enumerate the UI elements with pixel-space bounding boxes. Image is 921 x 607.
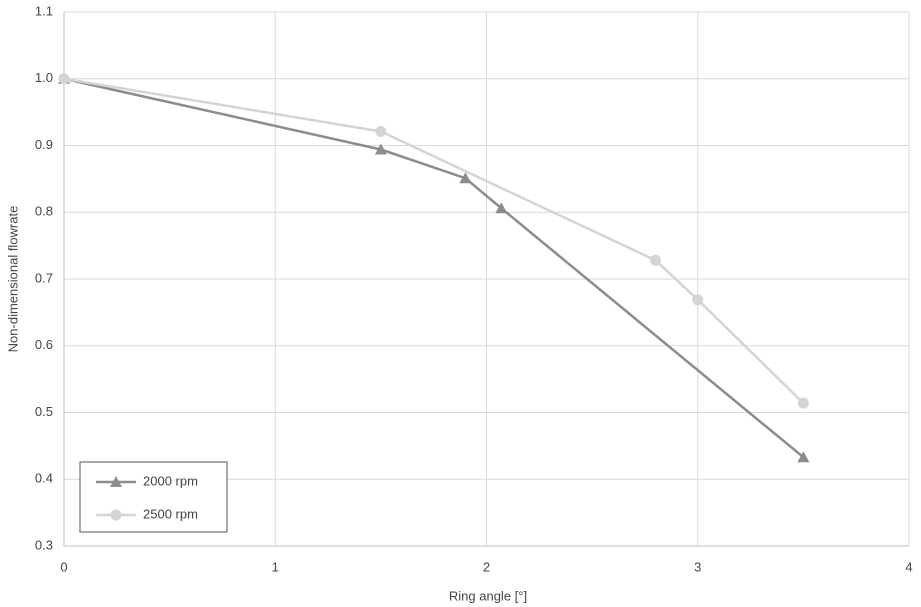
marker — [495, 202, 508, 214]
marker — [374, 143, 387, 155]
y-tick-label: 0.7 — [35, 270, 53, 285]
y-tick-label: 1.0 — [35, 70, 53, 85]
y-tick-label: 1.1 — [35, 3, 53, 18]
x-tick-label: 3 — [694, 559, 701, 574]
x-tick-label: 2 — [483, 559, 490, 574]
marker — [375, 125, 387, 137]
marker — [110, 476, 122, 487]
x-tick-label: 0 — [60, 559, 67, 574]
y-tick-label: 0.4 — [35, 471, 53, 486]
marker — [459, 172, 472, 184]
legend-label: 2500 rpm — [143, 506, 198, 521]
y-tick-label: 0.9 — [35, 137, 53, 152]
marker — [797, 451, 810, 463]
series-line — [63, 77, 805, 459]
x-tick-label: 4 — [905, 559, 912, 574]
x-axis-title: Ring angle [°] — [449, 588, 527, 603]
y-axis-title: Non-dimensional flowrate — [5, 206, 20, 353]
marker — [110, 509, 122, 521]
legend-label: 2000 rpm — [143, 473, 198, 488]
y-tick-label: 0.3 — [35, 537, 53, 552]
y-tick-label: 0.6 — [35, 337, 53, 352]
marker — [58, 73, 70, 85]
series-line — [63, 77, 805, 405]
x-tick-label: 1 — [272, 559, 279, 574]
marker — [797, 397, 809, 409]
legend-box — [79, 461, 228, 533]
marker — [692, 294, 704, 306]
y-tick-label: 0.8 — [35, 204, 53, 219]
y-tick-label: 0.5 — [35, 404, 53, 419]
marker — [650, 254, 661, 266]
